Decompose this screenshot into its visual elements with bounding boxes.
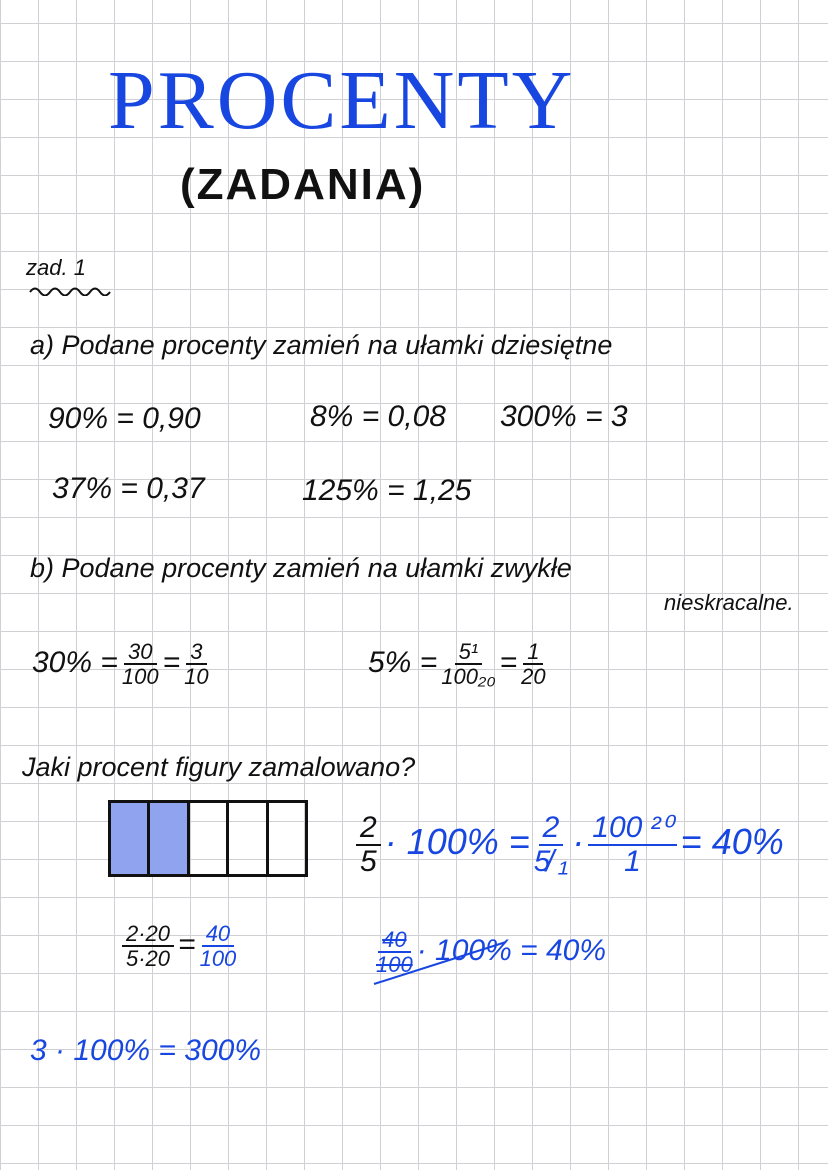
task-label: zad. 1 bbox=[26, 255, 86, 280]
shaded-cell bbox=[150, 803, 190, 874]
empty-cell bbox=[190, 803, 230, 874]
part-b-instruction: b) Podane procenty zamień na ułamki zwyk… bbox=[30, 553, 572, 583]
page-title: PROCENTY bbox=[108, 54, 576, 147]
answer: 90% = 0,90 bbox=[48, 402, 201, 435]
answer: 8% = 0,08 bbox=[310, 400, 446, 433]
calculation-2: 2·20 5·20 = 40 100 bbox=[118, 922, 240, 970]
empty-cell bbox=[229, 803, 269, 874]
empty-cell bbox=[269, 803, 305, 874]
calculation-4: 3 · 100% = 300% bbox=[30, 1034, 261, 1067]
calculation-3: 40 100 · 100% = 40% bbox=[376, 927, 607, 978]
part-a-instruction: a) Podane procenty zamień na ułamki dzie… bbox=[30, 330, 613, 360]
answer: 300% = 3 bbox=[500, 400, 628, 433]
strike-through-mark bbox=[373, 941, 507, 985]
answer: 37% = 0,37 bbox=[52, 472, 205, 505]
part-b-instruction-cont: nieskracalne. bbox=[664, 590, 794, 615]
question-text: Jaki procent figury zamalowano? bbox=[22, 752, 416, 782]
answer: 125% = 1,25 bbox=[302, 474, 472, 507]
fraction-example-2: 5% = 5¹ 100₂₀ = 1 20 bbox=[368, 639, 546, 690]
page-subtitle: (ZADANIA) bbox=[180, 160, 426, 209]
shaded-cell bbox=[111, 803, 151, 874]
calculation-1: 2 5 · 100% = 2 5̸ ₁ · 100 ²⁰ 1 = 40% bbox=[352, 812, 784, 877]
fraction-example-1: 30% = 30 100 = 3 10 bbox=[32, 639, 209, 690]
shaded-rectangle-figure bbox=[108, 800, 308, 877]
wavy-underline bbox=[29, 287, 111, 296]
